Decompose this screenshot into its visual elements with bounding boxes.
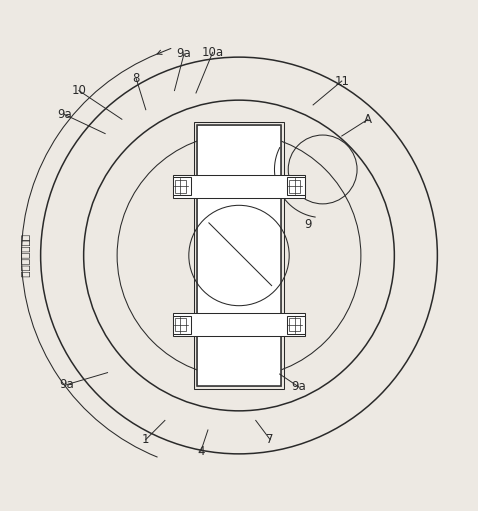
Bar xyxy=(197,125,281,386)
Bar xyxy=(197,125,281,386)
Text: 9a: 9a xyxy=(177,48,191,60)
Bar xyxy=(175,318,186,331)
Text: 9a: 9a xyxy=(60,378,74,391)
Text: 4: 4 xyxy=(197,445,205,458)
Text: 8: 8 xyxy=(132,72,140,85)
Bar xyxy=(173,175,305,198)
Bar xyxy=(289,180,300,193)
Bar xyxy=(173,316,191,334)
Text: 1: 1 xyxy=(142,433,150,446)
Bar xyxy=(289,318,300,331)
Bar xyxy=(194,122,283,389)
Text: A: A xyxy=(364,113,372,126)
Text: 9a: 9a xyxy=(57,108,72,121)
Text: 11: 11 xyxy=(334,75,349,87)
Text: 10: 10 xyxy=(71,84,87,97)
Bar xyxy=(175,180,186,193)
Text: 10a: 10a xyxy=(202,46,224,59)
Text: 7: 7 xyxy=(266,433,274,446)
Bar xyxy=(287,316,305,334)
Bar xyxy=(173,313,305,336)
Text: 9: 9 xyxy=(304,218,312,231)
Text: 刷泥车运转方向: 刷泥车运转方向 xyxy=(20,234,30,277)
Bar xyxy=(173,177,191,195)
Text: 9a: 9a xyxy=(292,381,306,393)
Bar xyxy=(287,177,305,195)
